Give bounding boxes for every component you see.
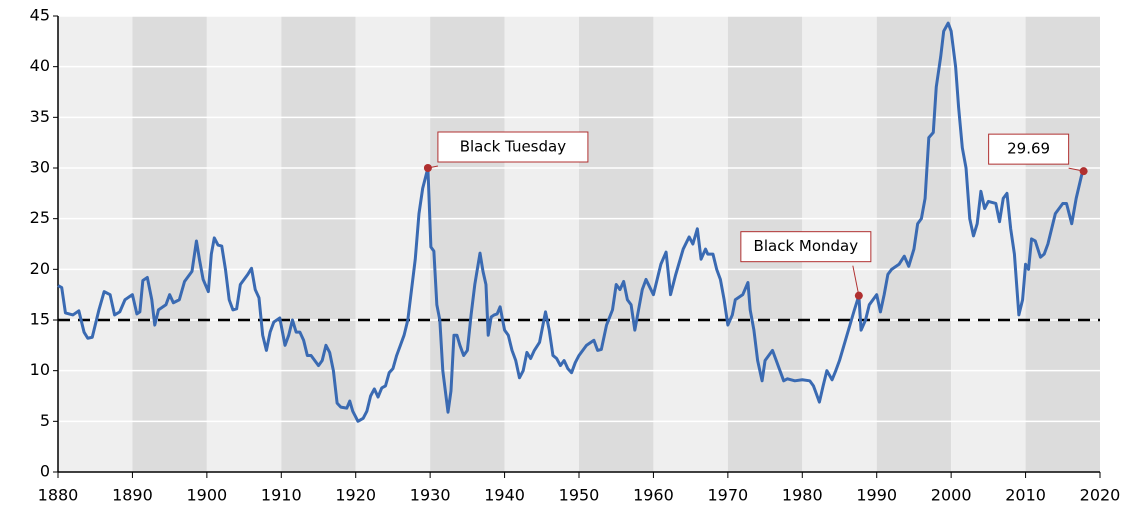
x-tick-label: 1940 xyxy=(484,486,525,505)
band xyxy=(579,16,654,472)
x-tick-label: 1980 xyxy=(782,486,823,505)
x-tick-label: 1900 xyxy=(186,486,227,505)
x-tick-label: 1920 xyxy=(335,486,376,505)
band xyxy=(653,16,728,472)
annotation-point xyxy=(854,291,863,300)
x-tick-label: 1910 xyxy=(261,486,302,505)
y-tick-label: 35 xyxy=(30,107,50,126)
data-line xyxy=(57,21,1086,423)
x-tick-label: 1970 xyxy=(707,486,748,505)
annotation-point xyxy=(1079,167,1088,176)
band xyxy=(355,16,431,472)
y-tick-label: 0 xyxy=(40,462,50,481)
annotation-box xyxy=(437,131,589,163)
y-tick-label: 5 xyxy=(40,411,50,430)
x-tick-label: 1930 xyxy=(410,486,451,505)
band xyxy=(132,16,207,472)
y-tick-label: 20 xyxy=(30,259,50,278)
annotation-label: Black Monday xyxy=(754,237,859,255)
band xyxy=(1025,16,1100,472)
annotation-label: 29.69 xyxy=(1007,140,1050,158)
y-tick-label: 10 xyxy=(30,360,50,379)
annotation-box xyxy=(988,133,1070,165)
annotation-box xyxy=(740,231,872,263)
band xyxy=(281,16,356,472)
band xyxy=(504,16,579,472)
annotation-leader xyxy=(852,265,860,296)
x-tick-label: 1960 xyxy=(633,486,674,505)
x-tick-label: 2000 xyxy=(931,486,972,505)
band xyxy=(58,16,133,472)
y-tick-label: 45 xyxy=(30,6,50,25)
x-tick-label: 1990 xyxy=(856,486,897,505)
x-tick-label: 2020 xyxy=(1080,486,1121,505)
y-tick-label: 15 xyxy=(30,310,50,329)
x-tick-label: 1950 xyxy=(559,486,600,505)
x-tick-label: 1880 xyxy=(38,486,79,505)
annotation-label: Black Tuesday xyxy=(460,138,567,156)
band xyxy=(430,16,505,472)
y-tick-label: 30 xyxy=(30,158,50,177)
annotation-point xyxy=(423,164,432,172)
y-tick-label: 25 xyxy=(30,208,50,227)
x-tick-label: 2010 xyxy=(1005,486,1046,505)
x-tick-label: 1890 xyxy=(112,486,153,505)
y-tick-label: 40 xyxy=(30,56,50,75)
